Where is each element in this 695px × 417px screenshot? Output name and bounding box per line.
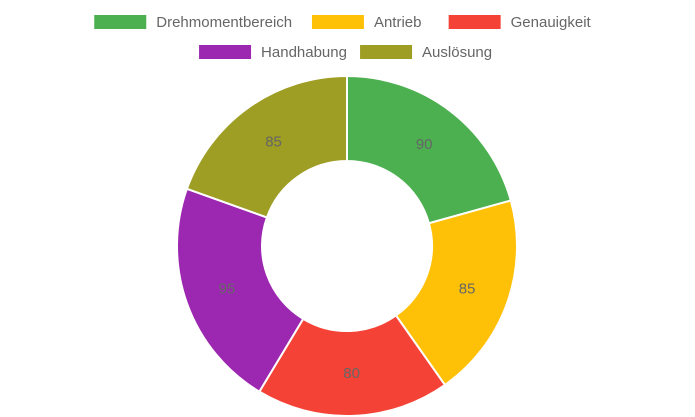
data-label-auslosung: 85	[265, 133, 282, 150]
legend-swatch	[360, 45, 413, 59]
slice-handhabung[interactable]	[176, 187, 305, 394]
data-label-drehmomentbereich: 90	[416, 136, 433, 153]
legend-label: Antrieb	[374, 14, 422, 31]
slice-drehmomentbereich[interactable]	[346, 74, 513, 225]
data-labels: 90 85 80 95 85	[219, 133, 476, 382]
slice-antrieb[interactable]	[394, 199, 518, 387]
legend-swatch	[94, 15, 147, 29]
legend-label: Genauigkeit	[511, 14, 592, 31]
data-label-handhabung: 95	[219, 280, 236, 297]
data-label-antrieb: 85	[459, 280, 476, 297]
legend-swatch	[311, 15, 364, 29]
legend-swatch	[448, 15, 501, 29]
legend-item-auslosung[interactable]: Auslösung	[360, 44, 492, 61]
slice-genauigkeit[interactable]	[257, 314, 447, 417]
data-label-genauigkeit: 80	[343, 365, 360, 382]
legend-item-drehmomentbereich[interactable]: Drehmomentbereich	[94, 14, 292, 31]
legend-label: Drehmomentbereich	[156, 14, 292, 31]
legend-label: Handhabung	[261, 44, 347, 61]
legend-item-antrieb[interactable]: Antrieb	[311, 14, 422, 31]
legend-item-handhabung[interactable]: Handhabung	[199, 44, 347, 61]
legend-label: Auslösung	[422, 44, 492, 61]
doughnut-slices	[176, 74, 518, 417]
legend-item-genauigkeit[interactable]: Genauigkeit	[448, 14, 592, 31]
legend: Drehmomentbereich Antrieb Genauigkeit Handh…	[94, 14, 592, 61]
legend-swatch	[199, 45, 252, 59]
slice-auslosung[interactable]	[185, 74, 348, 219]
